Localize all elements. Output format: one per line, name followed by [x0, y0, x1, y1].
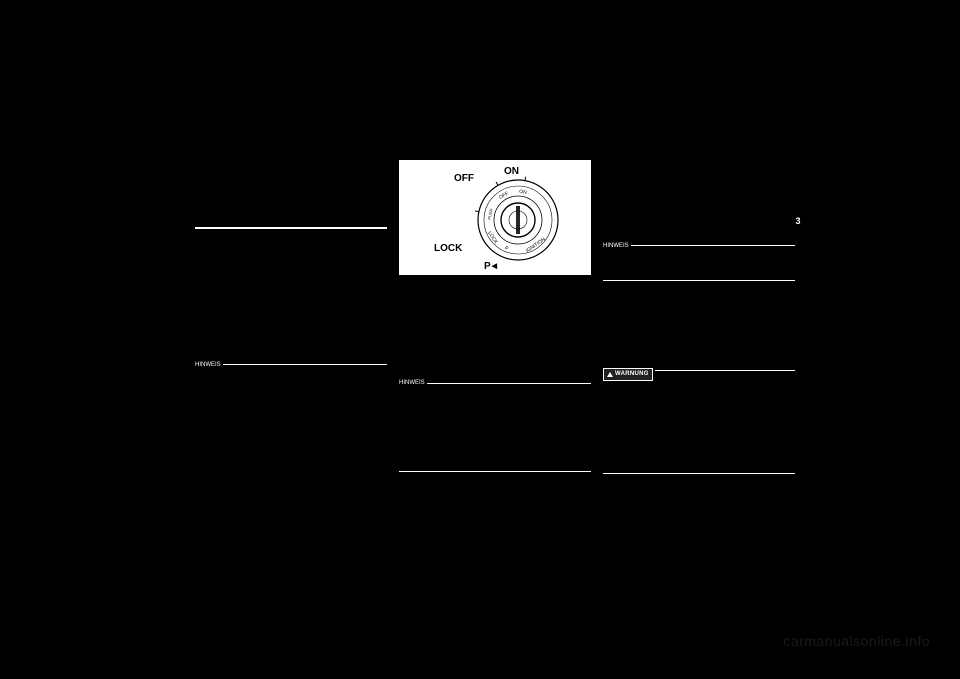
svg-text:ON: ON	[519, 189, 528, 196]
off-text: Alle elektrischen Systeme sind ausgescha…	[603, 167, 795, 182]
column-2: ON OFF PUSH LOCK P IGNITION	[399, 150, 591, 610]
col3-hinweis-label: HINWEIS	[603, 242, 629, 250]
label-lock: LOCK	[434, 242, 462, 256]
manual-page: 3 Das Zündschloss/Lenkschloss steuert di…	[195, 150, 795, 610]
hinweis-label: HINWEIS	[195, 361, 221, 369]
lock-heading: LOCK	[603, 289, 795, 296]
col3-close-rule	[603, 473, 795, 474]
col2-hinweis-rule-line	[427, 383, 591, 384]
ignition-switch-svg: ON OFF PUSH LOCK P IGNITION	[399, 160, 591, 275]
on-heading: ON	[399, 283, 591, 290]
col1-paragraph-1: Das Zündschloss/Lenkschloss steuert die …	[195, 233, 387, 248]
svg-text:OFF: OFF	[498, 191, 510, 201]
ignition-switch-illustration: ON OFF PUSH LOCK P IGNITION	[399, 160, 591, 275]
label-p-arrow-icon: ◀	[492, 263, 497, 270]
hinweis-heading: HINWEIS	[195, 361, 387, 369]
col2-hinweis-label: HINWEIS	[399, 379, 425, 387]
column-1: Das Zündschloss/Lenkschloss steuert die …	[195, 150, 387, 610]
warnung-badge: WARNUNG	[603, 368, 653, 380]
col3-hinweis-rule-line	[631, 245, 795, 246]
col1-paragraph-2: Der Schlüssel kann nicht abgezogen werde…	[195, 254, 387, 261]
col3-hinweis-text: Das Gefahrenwarnsystem wurde automatisch…	[603, 250, 795, 258]
warnung-heading-row: WARNUNG	[603, 360, 795, 380]
watermark: carmanualsonline.info	[783, 633, 930, 649]
lock-text: Der Lenker ist gesperrt und alle elektri…	[603, 296, 795, 311]
label-p: P◀	[484, 260, 497, 274]
col3-mid-rule	[603, 280, 795, 281]
label-off: OFF	[454, 172, 474, 186]
col3-hinweis-heading: HINWEIS	[603, 242, 795, 250]
col2-hinweis-heading: HINWEIS	[399, 379, 591, 387]
column-layout: Das Zündschloss/Lenkschloss steuert die …	[195, 150, 795, 610]
hinweis-rule-line	[223, 364, 387, 365]
svg-text:PUSH: PUSH	[487, 208, 494, 220]
section-tab: 3	[791, 214, 805, 228]
off-heading: OFF	[603, 160, 795, 167]
column-3: OFF Alle elektrischen Systeme sind ausge…	[603, 150, 795, 610]
label-p-text: P	[484, 261, 491, 272]
col1-hinweis-text: Stellen Sie sicher, dass Sie den Standar…	[195, 369, 387, 407]
heading-rule	[195, 227, 387, 229]
col2-hinweis-text: Der Scheinwerfer leuchtet automatisch au…	[399, 388, 591, 411]
svg-text:IGNITION: IGNITION	[525, 236, 547, 254]
warning-triangle-icon	[607, 372, 613, 377]
warnung-rule-line	[655, 370, 795, 371]
label-on: ON	[504, 165, 519, 179]
col2-close-rule	[399, 471, 591, 472]
warnung-label: WARNUNG	[615, 370, 649, 378]
on-text: Alle elektrischen Stromkreise werden mit…	[399, 290, 591, 319]
warnung-text: Den Schlüssel während der Fahrt niemals …	[603, 383, 795, 414]
